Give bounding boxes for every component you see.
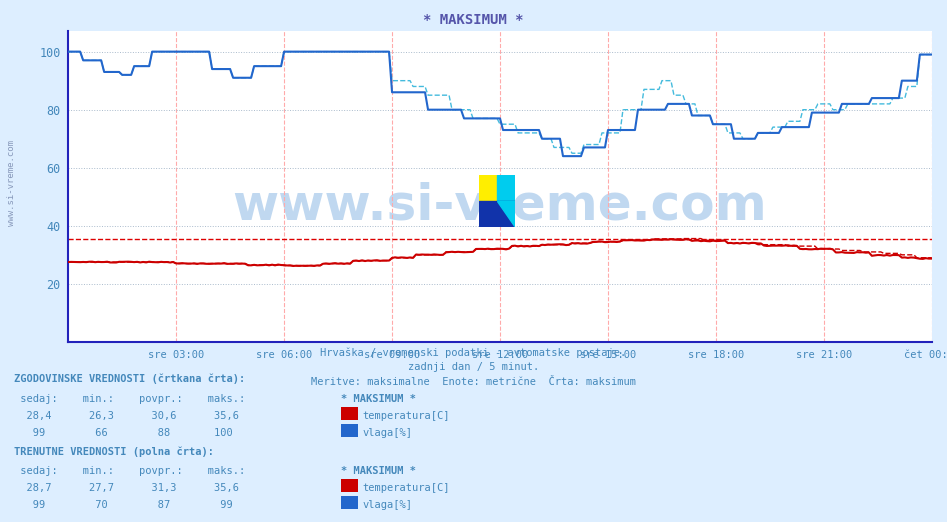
Text: 28,7      27,7      31,3      35,6: 28,7 27,7 31,3 35,6 xyxy=(14,483,240,493)
Polygon shape xyxy=(479,201,515,227)
Text: Hrvaška / vremenski podatki - avtomatske postaje.
zadnji dan / 5 minut.
Meritve:: Hrvaška / vremenski podatki - avtomatske… xyxy=(311,347,636,387)
Text: www.si-vreme.com: www.si-vreme.com xyxy=(7,140,16,226)
Text: * MAKSIMUM *: * MAKSIMUM * xyxy=(423,13,524,27)
Bar xyxy=(497,175,515,201)
Text: temperatura[C]: temperatura[C] xyxy=(363,483,450,493)
Text: sedaj:    min.:    povpr.:    maks.:: sedaj: min.: povpr.: maks.: xyxy=(14,394,245,404)
Text: www.si-vreme.com: www.si-vreme.com xyxy=(233,181,767,229)
Bar xyxy=(479,175,497,201)
Polygon shape xyxy=(497,201,515,227)
Text: TRENUTNE VREDNOSTI (polna črta):: TRENUTNE VREDNOSTI (polna črta): xyxy=(14,446,214,457)
Text: temperatura[C]: temperatura[C] xyxy=(363,411,450,421)
Text: 99        66        88       100: 99 66 88 100 xyxy=(14,428,233,438)
Text: ZGODOVINSKE VREDNOSTI (črtkana črta):: ZGODOVINSKE VREDNOSTI (črtkana črta): xyxy=(14,373,245,384)
Text: * MAKSIMUM *: * MAKSIMUM * xyxy=(341,394,416,404)
Text: vlaga[%]: vlaga[%] xyxy=(363,428,413,438)
Text: * MAKSIMUM *: * MAKSIMUM * xyxy=(341,466,416,476)
Text: 28,4      26,3      30,6      35,6: 28,4 26,3 30,6 35,6 xyxy=(14,411,240,421)
Text: 99        70        87        99: 99 70 87 99 xyxy=(14,500,233,509)
Text: vlaga[%]: vlaga[%] xyxy=(363,500,413,509)
Text: sedaj:    min.:    povpr.:    maks.:: sedaj: min.: povpr.: maks.: xyxy=(14,466,245,476)
